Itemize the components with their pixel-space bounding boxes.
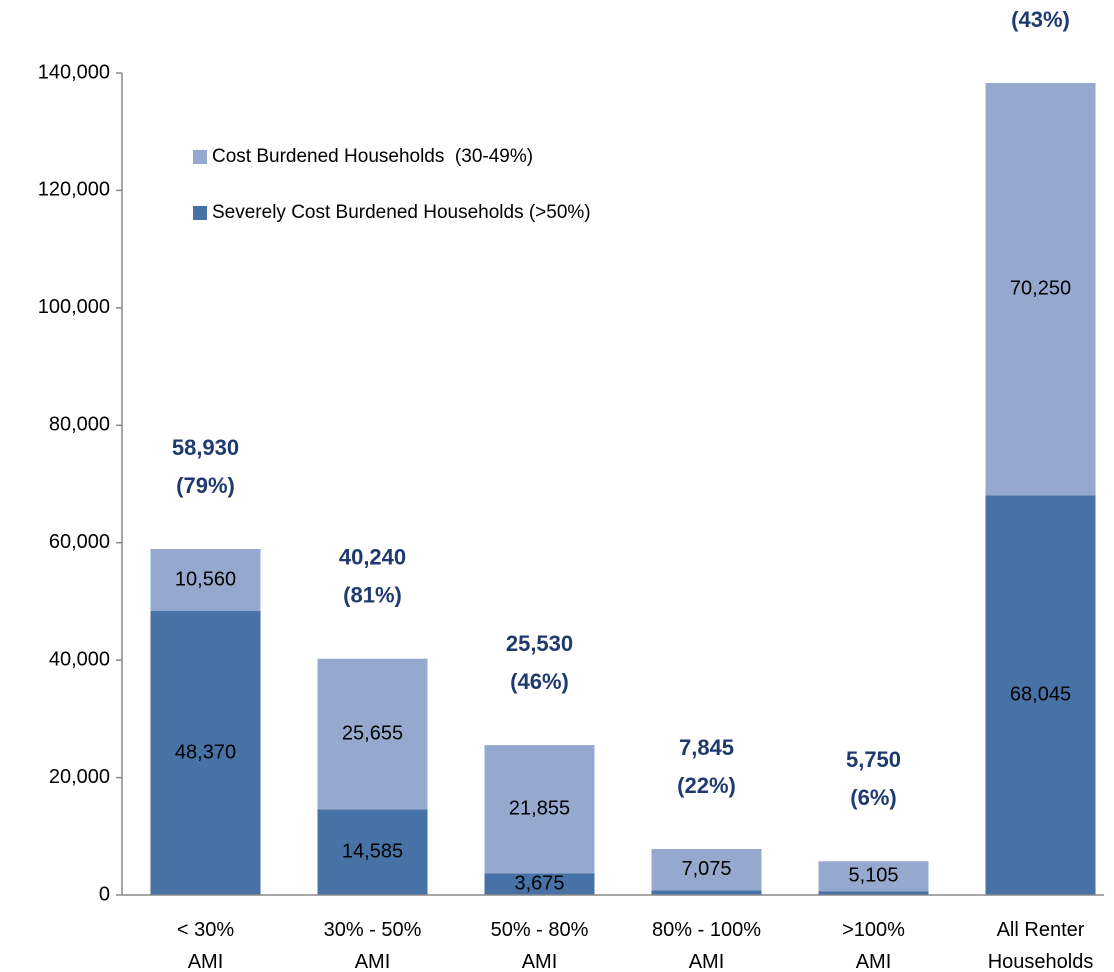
x-tick-line: 30% - 50% [324, 919, 422, 941]
bar-segment [484, 745, 595, 874]
share-label: (46%) [510, 669, 569, 694]
share-label: (43%) [1011, 7, 1070, 32]
data-label: 25,655 [342, 722, 403, 744]
data-label: 48,370 [175, 741, 236, 763]
bar-segment [985, 83, 1096, 496]
bar-segment [150, 610, 261, 895]
bar-segment [985, 495, 1096, 895]
legend-swatch [193, 206, 207, 220]
bar-segment [317, 809, 428, 895]
y-tick-label: 120,000 [38, 179, 110, 201]
data-label: 10,560 [175, 568, 236, 590]
x-tick-line: >100% [842, 919, 905, 941]
data-label: 68,045 [1010, 684, 1071, 706]
y-tick-label: 20,000 [49, 766, 110, 788]
legend-label: Cost Burdened Households (30-49%) [212, 146, 533, 167]
x-tick-line: Households [988, 951, 1094, 972]
x-tick-line: AMI [188, 951, 224, 972]
total-label: 58,930 [172, 435, 239, 460]
x-tick-label: 30% - 50% AMI [324, 919, 422, 972]
data-label: 70,250 [1010, 278, 1071, 300]
y-tick-label: 40,000 [49, 648, 110, 670]
bar-segment [150, 548, 261, 611]
total-label: 25,530 [506, 631, 573, 656]
bar-segment [317, 658, 428, 810]
data-label: 7,075 [681, 858, 731, 880]
bar-segment [818, 861, 929, 892]
share-label: (79%) [176, 473, 235, 498]
x-tick-line: 50% - 80% [491, 919, 589, 941]
y-tick-label: 0 [99, 883, 110, 905]
x-tick-label: All Renter Households [988, 919, 1094, 972]
x-tick-label: >100% AMI [842, 919, 905, 972]
total-label: 40,240 [339, 545, 406, 570]
total-label: 5,750 [846, 747, 901, 772]
share-label: (81%) [343, 583, 402, 608]
x-tick-label: 50% - 80% AMI [491, 919, 589, 972]
data-label: 21,855 [509, 798, 570, 820]
x-tick-label: < 30% AMI [177, 919, 234, 972]
bar-segment [818, 891, 929, 895]
x-tick-line: AMI [522, 951, 558, 972]
x-tick-label: 80% - 100% AMI [652, 919, 761, 972]
x-tick-line: AMI [856, 951, 892, 972]
y-tick-label: 60,000 [49, 531, 110, 553]
x-tick-line: AMI [355, 951, 391, 972]
x-tick-line: 80% - 100% [652, 919, 761, 941]
y-tick-label: 100,000 [38, 296, 110, 318]
legend-swatch [193, 150, 207, 164]
share-label: (22%) [677, 773, 736, 798]
x-tick-line: All Renter [997, 919, 1085, 941]
y-tick-label: 80,000 [49, 414, 110, 436]
bar-segment [651, 890, 762, 895]
bar-segment [484, 873, 595, 895]
data-label: 3,675 [514, 872, 564, 894]
bar-segment [651, 848, 762, 891]
legend-label: Severely Cost Burdened Households (>50%) [212, 202, 591, 223]
data-label: 14,585 [342, 840, 403, 862]
data-label: 5,105 [848, 865, 898, 887]
y-tick-label: 140,000 [38, 61, 110, 83]
share-label: (6%) [850, 785, 896, 810]
x-tick-line: AMI [689, 951, 725, 972]
x-tick-line: < 30% [177, 919, 234, 941]
total-label: 7,845 [679, 735, 734, 760]
